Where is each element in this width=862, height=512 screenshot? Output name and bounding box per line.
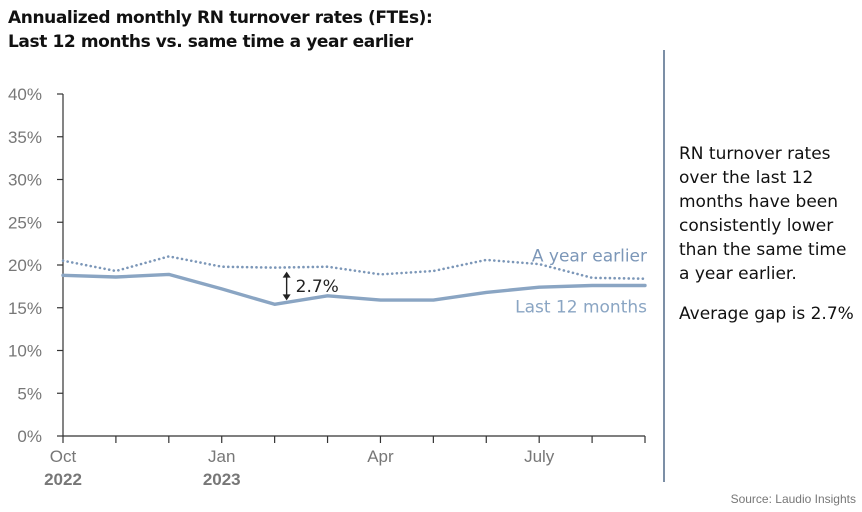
- gap-annotation: 2.7%: [282, 271, 339, 301]
- y-tick-label: 30%: [8, 171, 42, 190]
- y-tick-label: 35%: [8, 128, 42, 147]
- series-labels: A year earlier Last 12 months: [515, 247, 647, 318]
- note-paragraph-1: RN turnover rates over the last 12 month…: [679, 144, 847, 284]
- chart-subtitle: Last 12 months vs. same time a year earl…: [8, 32, 413, 52]
- y-tick-label: 5%: [17, 384, 42, 403]
- note-paragraph-2: Average gap is 2.7%: [679, 304, 854, 324]
- divider-line: [663, 50, 665, 482]
- x-tick-year-label: 2023: [203, 470, 241, 489]
- y-tick-label: 40%: [8, 85, 42, 104]
- x-tick-label: Apr: [367, 447, 394, 466]
- chart-title: Annualized monthly RN turnover rates (FT…: [8, 8, 433, 28]
- x-tick-label: July: [524, 447, 555, 466]
- series-line-year-earlier: [61, 255, 647, 281]
- series-label-last-12-months: Last 12 months: [515, 298, 647, 318]
- source-caption: Source: Laudio Insights: [730, 492, 856, 506]
- gap-label: 2.7%: [296, 277, 339, 297]
- y-tick-label: 25%: [8, 213, 42, 232]
- x-tick-label: Jan: [208, 447, 235, 466]
- y-tick-label: 20%: [8, 256, 42, 275]
- gap-arrow-head-up: [282, 271, 291, 278]
- series-label-year-earlier: A year earlier: [532, 247, 647, 267]
- line-chart: 0% 5% 10% 15% 20% 25% 30% 35% 40% Oct 2022 Jan 2023…: [8, 85, 647, 489]
- x-tick-label: Oct: [50, 447, 77, 466]
- series-line-last-12-months: [61, 272, 647, 306]
- series-lines: [61, 255, 647, 306]
- x-axis: Oct 2022 Jan 2023 Apr July: [44, 435, 646, 489]
- gap-arrow-head-down: [282, 294, 291, 301]
- y-tick-label: 10%: [8, 342, 42, 361]
- x-tick-year-label: 2022: [44, 470, 82, 489]
- side-note: RN turnover rates over the last 12 month…: [679, 142, 859, 342]
- y-tick-label: 0%: [17, 427, 42, 446]
- chart-title-block: Annualized monthly RN turnover rates (FT…: [8, 6, 433, 54]
- y-axis: 0% 5% 10% 15% 20% 25% 30% 35% 40%: [8, 85, 64, 446]
- y-tick-label: 15%: [8, 299, 42, 318]
